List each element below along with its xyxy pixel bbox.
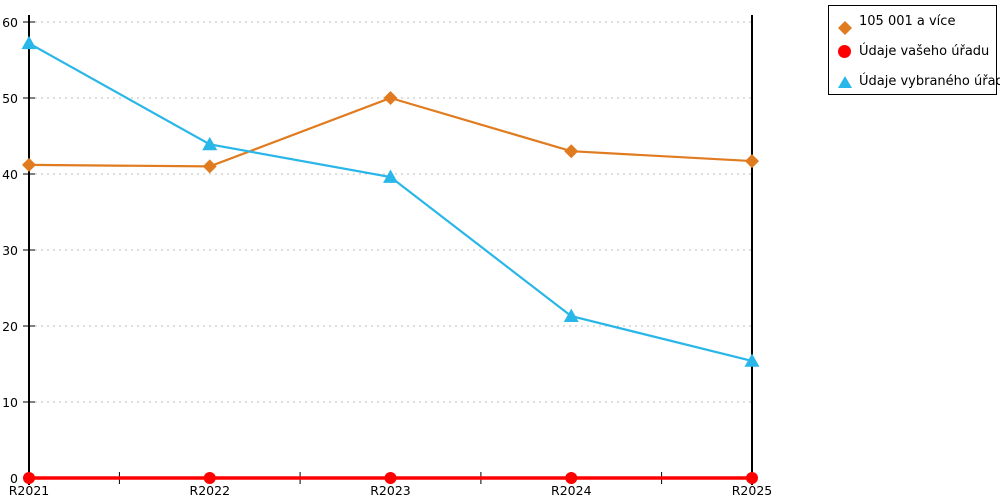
data-point-circle[interactable] bbox=[746, 472, 758, 484]
data-point-diamond[interactable] bbox=[202, 159, 217, 174]
data-point-circle[interactable] bbox=[384, 472, 397, 484]
data-point-triangle[interactable] bbox=[563, 308, 579, 322]
data-point-triangle[interactable] bbox=[202, 136, 218, 151]
x-tick-label-r2021: R2021 bbox=[9, 483, 50, 498]
data-point-triangle[interactable] bbox=[21, 35, 37, 50]
legend-label-series-3: Údaje vybraného úřadu bbox=[859, 73, 1000, 89]
x-tick-label-r2024: R2024 bbox=[551, 483, 592, 498]
data-point-diamond[interactable] bbox=[745, 154, 759, 169]
data-series-layer bbox=[21, 35, 760, 484]
legend-label-series-2: Údaje vašeho úřadu bbox=[859, 43, 990, 59]
chart-legend: 105 001 a více Údaje vašeho úřadu Údaje … bbox=[828, 5, 1000, 96]
data-point-triangle[interactable] bbox=[744, 353, 760, 367]
series-line bbox=[28, 42, 753, 363]
data-point-triangle[interactable] bbox=[383, 169, 398, 183]
gridlines bbox=[29, 21, 752, 403]
legend-item-udaje-vybraneho-uradu[interactable]: Údaje vybraného úřadu bbox=[829, 66, 1000, 96]
y-tick-label-20: 20 bbox=[2, 319, 18, 334]
diamond-marker-icon bbox=[837, 13, 853, 35]
x-tick-label-r2025: R2025 bbox=[732, 483, 773, 498]
x-tick-label-r2022: R2022 bbox=[190, 483, 231, 498]
data-point-circle[interactable] bbox=[565, 472, 578, 484]
series-1 bbox=[22, 91, 759, 174]
circle-marker-icon bbox=[837, 43, 853, 59]
data-point-diamond[interactable] bbox=[564, 144, 579, 159]
legend-item-105001-a-vice[interactable]: 105 001 a více bbox=[829, 6, 996, 36]
data-point-circle[interactable] bbox=[23, 472, 35, 484]
series-line bbox=[28, 96, 753, 168]
y-tick-label-0: 0 bbox=[10, 471, 18, 486]
y-tick-label-30: 30 bbox=[2, 243, 18, 258]
data-point-circle[interactable] bbox=[203, 472, 216, 484]
x-tick-label-r2023: R2023 bbox=[370, 483, 411, 498]
y-tick-label-50: 50 bbox=[2, 91, 18, 106]
y-tick-label-10: 10 bbox=[2, 395, 18, 410]
series-2 bbox=[23, 472, 758, 484]
data-point-diamond[interactable] bbox=[22, 157, 36, 172]
legend-label-series-1: 105 001 a více bbox=[859, 13, 956, 29]
triangle-marker-icon bbox=[837, 73, 853, 89]
y-tick-label-60: 60 bbox=[2, 15, 18, 30]
y-tick-label-40: 40 bbox=[2, 167, 18, 182]
series-3 bbox=[21, 35, 760, 367]
data-point-diamond[interactable] bbox=[383, 91, 398, 105]
legend-item-udaje-vaseho-uradu[interactable]: Údaje vašeho úřadu bbox=[829, 36, 996, 66]
